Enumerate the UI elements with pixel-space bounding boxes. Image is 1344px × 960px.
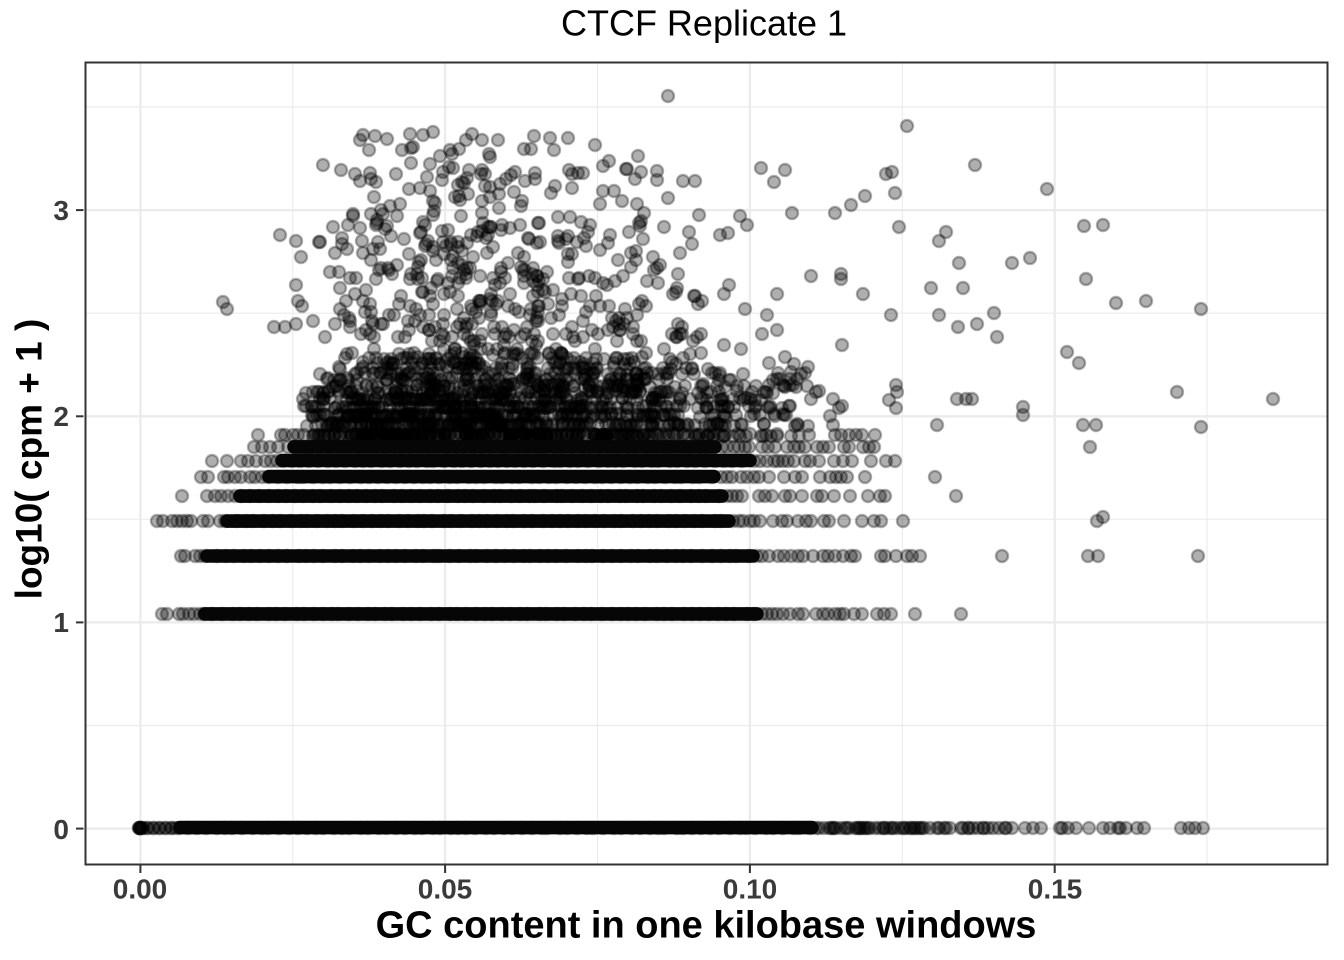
svg-text:CTCF Replicate 1: CTCF Replicate 1 — [561, 3, 847, 44]
svg-text:2: 2 — [53, 401, 69, 432]
svg-text:0.10: 0.10 — [723, 874, 778, 905]
svg-text:GC content in one kilobase win: GC content in one kilobase windows — [376, 905, 1037, 947]
svg-text:0.00: 0.00 — [113, 874, 168, 905]
svg-text:1: 1 — [53, 607, 69, 638]
svg-text:3: 3 — [53, 195, 69, 226]
svg-text:log10( cpm + 1 ): log10( cpm + 1 ) — [9, 319, 50, 600]
svg-text:0.05: 0.05 — [418, 874, 473, 905]
svg-text:0.15: 0.15 — [1028, 874, 1083, 905]
svg-text:0: 0 — [53, 814, 69, 845]
